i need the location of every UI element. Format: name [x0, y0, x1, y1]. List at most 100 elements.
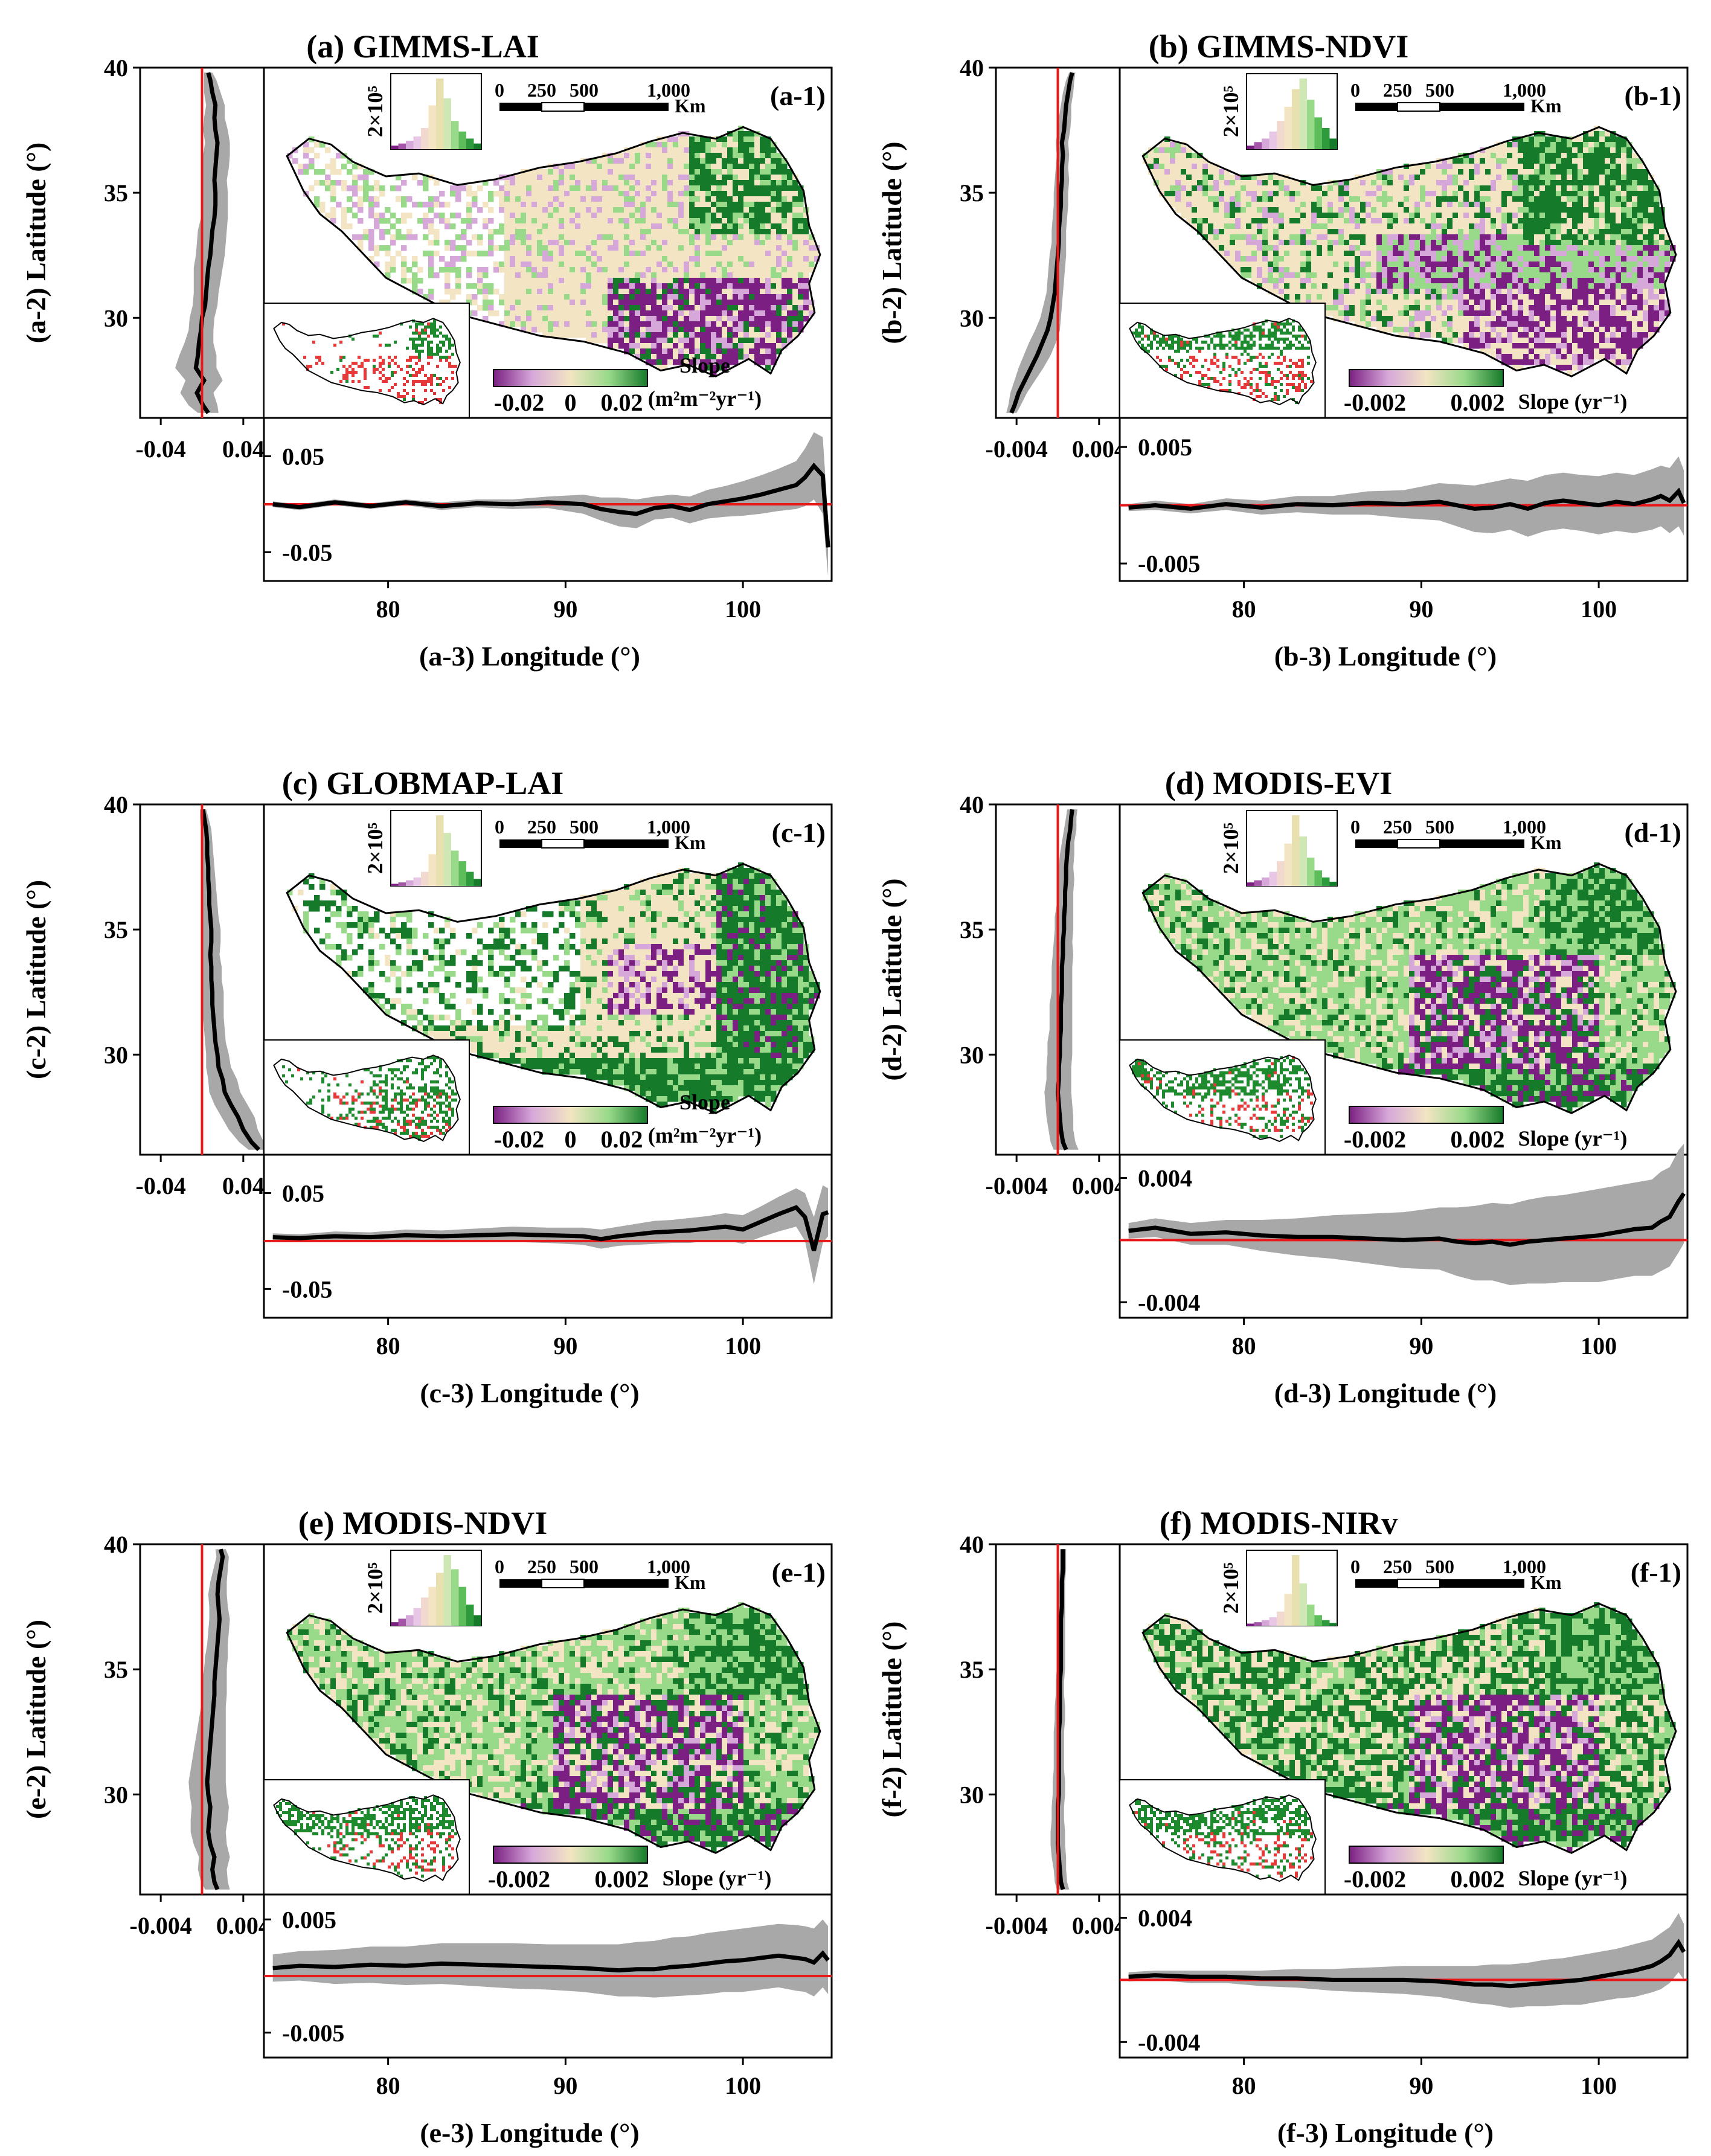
map-pixel — [597, 223, 603, 229]
map-pixel — [754, 175, 760, 181]
map-pixel — [521, 229, 527, 235]
map-pixel — [640, 234, 646, 240]
map-pixel — [618, 229, 624, 235]
map-pixel — [483, 202, 489, 208]
map-pixel — [667, 327, 673, 333]
map-pixel — [678, 180, 684, 186]
map-pixel — [548, 294, 554, 300]
map-pixel — [662, 229, 668, 235]
map-pixel — [618, 185, 624, 191]
map-pixel — [760, 175, 766, 181]
map-pixel — [618, 207, 624, 213]
map-pixel — [472, 283, 478, 289]
map-pixel — [445, 245, 451, 251]
map-pixel — [651, 158, 657, 164]
map-pixel — [624, 153, 630, 159]
map-pixel — [624, 300, 630, 306]
map-pixel — [667, 267, 673, 273]
map-pixel — [477, 272, 483, 278]
map-pixel — [667, 164, 673, 170]
map-pixel — [673, 234, 679, 240]
map-pixel — [651, 202, 657, 208]
map-pixel — [678, 234, 684, 240]
map-pixel — [640, 245, 646, 251]
map-pixel — [608, 196, 614, 202]
map-pixel — [537, 294, 543, 300]
map-pixel — [521, 251, 527, 257]
map-pixel — [640, 223, 646, 229]
map-pixel — [597, 261, 603, 268]
lat-ytick-label: 30 — [104, 304, 128, 332]
map-pixel — [727, 240, 733, 246]
map-pixel — [548, 180, 554, 186]
map-pixel — [602, 256, 608, 262]
map-pixel — [526, 251, 532, 257]
map-pixel — [754, 207, 760, 213]
map-pixel — [738, 185, 744, 191]
map-pixel — [613, 251, 619, 257]
map-pixel — [542, 207, 548, 213]
map-pixel — [586, 223, 592, 229]
map-pixel — [651, 327, 657, 333]
map-pixel — [597, 158, 603, 164]
map-pixel — [673, 229, 679, 235]
map-pixel — [673, 300, 679, 306]
map-pixel — [651, 294, 657, 300]
map-pixel — [629, 267, 635, 273]
map-pixel — [341, 185, 347, 191]
map-pixel — [662, 354, 668, 360]
map-pixel — [689, 321, 695, 327]
map-pixel — [722, 245, 728, 251]
map-pixel — [711, 256, 717, 262]
map-pixel — [542, 294, 548, 300]
map-pixel — [656, 251, 663, 257]
map-pixel — [695, 251, 701, 257]
map-pixel — [559, 229, 565, 235]
map-pixel — [314, 180, 320, 186]
map-pixel — [711, 343, 717, 349]
map-pixel — [309, 158, 315, 164]
map-pixel — [733, 348, 739, 355]
map-pixel — [548, 240, 554, 246]
map-pixel — [651, 305, 657, 311]
map-pixel — [570, 294, 576, 300]
map-pixel — [684, 218, 690, 224]
map-pixel — [716, 283, 722, 289]
map-pixel — [733, 305, 739, 311]
map-pixel — [531, 289, 538, 295]
map-pixel — [309, 147, 315, 153]
map-pixel — [624, 175, 630, 181]
map-pixel — [695, 158, 701, 164]
map-pixel — [472, 300, 478, 306]
map-pixel — [678, 240, 684, 246]
map-pixel — [613, 283, 619, 289]
map-pixel — [684, 196, 690, 202]
map-pixel — [673, 354, 679, 360]
map-pixel — [613, 338, 619, 344]
map-pixel — [727, 343, 733, 349]
map-pixel — [646, 196, 652, 202]
map-pixel — [559, 223, 565, 229]
map-pixel — [412, 202, 418, 208]
map-pixel — [651, 164, 657, 170]
map-pixel — [608, 175, 614, 181]
map-pixel — [722, 191, 728, 197]
map-pixel — [700, 153, 706, 159]
map-pixel — [613, 218, 619, 224]
map-pixel — [705, 158, 711, 164]
map-pixel — [711, 316, 717, 322]
map-pixel — [618, 310, 624, 316]
map-pixel — [700, 142, 706, 148]
map-pixel — [531, 223, 538, 229]
map-pixel — [483, 294, 489, 300]
map-pixel — [743, 147, 750, 153]
map-pixel — [738, 310, 744, 316]
map-pixel — [493, 267, 499, 273]
map-pixel — [646, 338, 652, 344]
map-pixel — [635, 245, 641, 251]
map-pixel — [716, 207, 722, 213]
map-pixel — [738, 229, 744, 235]
map-pixel — [597, 234, 603, 240]
map-pixel — [667, 223, 673, 229]
map-pixel — [749, 196, 755, 202]
